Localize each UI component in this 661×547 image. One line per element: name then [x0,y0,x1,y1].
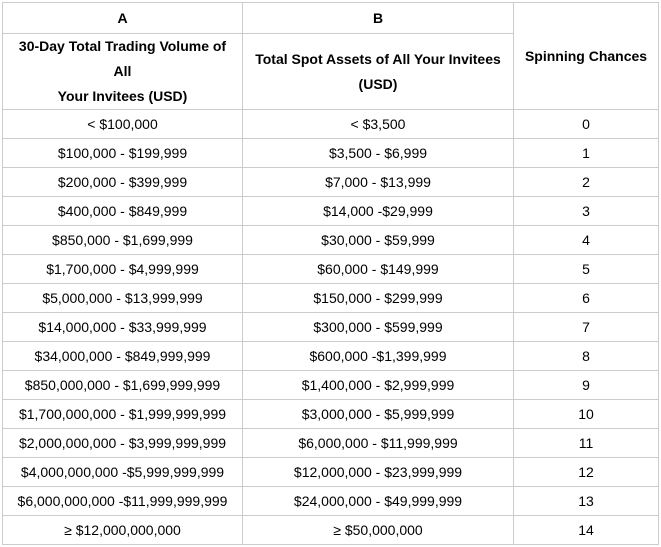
table-row: $2,000,000,000 - $3,999,999,999 $6,000,00… [2,428,659,458]
assets-cell: $6,000,000 - $11,999,999 [242,428,514,458]
volume-cell: $850,000 - $1,699,999 [2,225,243,255]
volume-cell: $100,000 - $199,999 [2,138,243,168]
chances-cell: 4 [513,225,659,255]
column-a-letter: A [2,2,243,34]
chances-cell: 9 [513,370,659,400]
assets-cell: $3,500 - $6,999 [242,138,514,168]
volume-cell: $2,000,000,000 - $3,999,999,999 [2,428,243,458]
volume-cell: $5,000,000 - $13,999,999 [2,283,243,313]
volume-cell: $34,000,000 - $849,999,999 [2,341,243,371]
volume-cell: $850,000,000 - $1,699,999,999 [2,370,243,400]
chances-cell: 7 [513,312,659,342]
assets-cell: $7,000 - $13,999 [242,167,514,197]
header-letter-row: A B Spinning Chances [2,2,659,110]
chances-cell: 1 [513,138,659,168]
volume-cell: $4,000,000,000 -$5,999,999,999 [2,457,243,487]
table-row: $14,000,000 - $33,999,999 $300,000 - $599… [2,312,659,342]
column-a-title-line-1: 30-Day Total Trading Volume of All [18,38,227,79]
table-row: $1,700,000 - $4,999,999 $60,000 - $149,99… [2,254,659,284]
table-row: ≥ $12,000,000,000 ≥ $50,000,000 14 [2,515,659,545]
table-row: $100,000 - $199,999 $3,500 - $6,999 1 [2,138,659,168]
column-a-title-line-2: Your Invitees (USD) [57,88,188,104]
chances-cell: 2 [513,167,659,197]
volume-cell: $14,000,000 - $33,999,999 [2,312,243,342]
assets-cell: $600,000 -$1,399,999 [242,341,514,371]
chances-cell: 0 [513,109,659,139]
table-row: $850,000,000 - $1,699,999,999 $1,400,000 … [2,370,659,400]
table-body: < $100,000 < $3,500 0 $100,000 - $199,999 $3… [2,109,659,545]
table-row: $400,000 - $849,999 $14,000 -$29,999 3 [2,196,659,226]
table-header: A B Spinning Chances 30-Day Total Tradin… [2,2,659,110]
assets-cell: ≥ $50,000,000 [242,515,514,545]
column-b-title: Total Spot Assets of All Your Invitees (… [242,33,514,110]
column-b-letter: B [242,2,514,34]
volume-cell: $1,700,000 - $4,999,999 [2,254,243,284]
volume-cell: $1,700,000,000 - $1,999,999,999 [2,399,243,429]
assets-cell: $30,000 - $59,999 [242,225,514,255]
chances-cell: 8 [513,341,659,371]
assets-cell: $150,000 - $299,999 [242,283,514,313]
assets-cell: $12,000,000 - $23,999,999 [242,457,514,487]
chances-cell: 3 [513,196,659,226]
volume-cell: $200,000 - $399,999 [2,167,243,197]
table-row: $850,000 - $1,699,999 $30,000 - $59,999 4 [2,225,659,255]
column-b-title-line-2: (USD) [358,75,398,92]
volume-cell: $6,000,000,000 -$11,999,999,999 [2,486,243,516]
chances-cell: 10 [513,399,659,429]
column-b-title-line-1: Total Spot Assets of All Your Invitees [255,50,501,67]
assets-cell: $300,000 - $599,999 [242,312,514,342]
assets-cell: $14,000 -$29,999 [242,196,514,226]
chances-cell: 11 [513,428,659,458]
chances-cell: 13 [513,486,659,516]
table-row: $1,700,000,000 - $1,999,999,999 $3,000,00… [2,399,659,429]
column-a-title: 30-Day Total Trading Volume of All Your … [2,33,243,110]
chances-cell: 5 [513,254,659,284]
volume-cell: < $100,000 [2,109,243,139]
chances-cell: 14 [513,515,659,545]
assets-cell: < $3,500 [242,109,514,139]
assets-cell: $24,000,000 - $49,999,999 [242,486,514,516]
column-spinning-chances-header: Spinning Chances [513,2,659,110]
table-row: $34,000,000 - $849,999,999 $600,000 -$1,3… [2,341,659,371]
chances-cell: 12 [513,457,659,487]
table-row: < $100,000 < $3,500 0 [2,109,659,139]
assets-cell: $3,000,000 - $5,999,999 [242,399,514,429]
volume-cell: ≥ $12,000,000,000 [2,515,243,545]
table-row: $4,000,000,000 -$5,999,999,999 $12,000,00… [2,457,659,487]
table-row: $5,000,000 - $13,999,999 $150,000 - $299,… [2,283,659,313]
chances-cell: 6 [513,283,659,313]
header-title-row: 30-Day Total Trading Volume of All Your … [2,33,659,110]
assets-cell: $1,400,000 - $2,999,999 [242,370,514,400]
table-row: $200,000 - $399,999 $7,000 - $13,999 2 [2,167,659,197]
volume-cell: $400,000 - $849,999 [2,196,243,226]
assets-cell: $60,000 - $149,999 [242,254,514,284]
table-row: $6,000,000,000 -$11,999,999,999 $24,000,0… [2,486,659,516]
